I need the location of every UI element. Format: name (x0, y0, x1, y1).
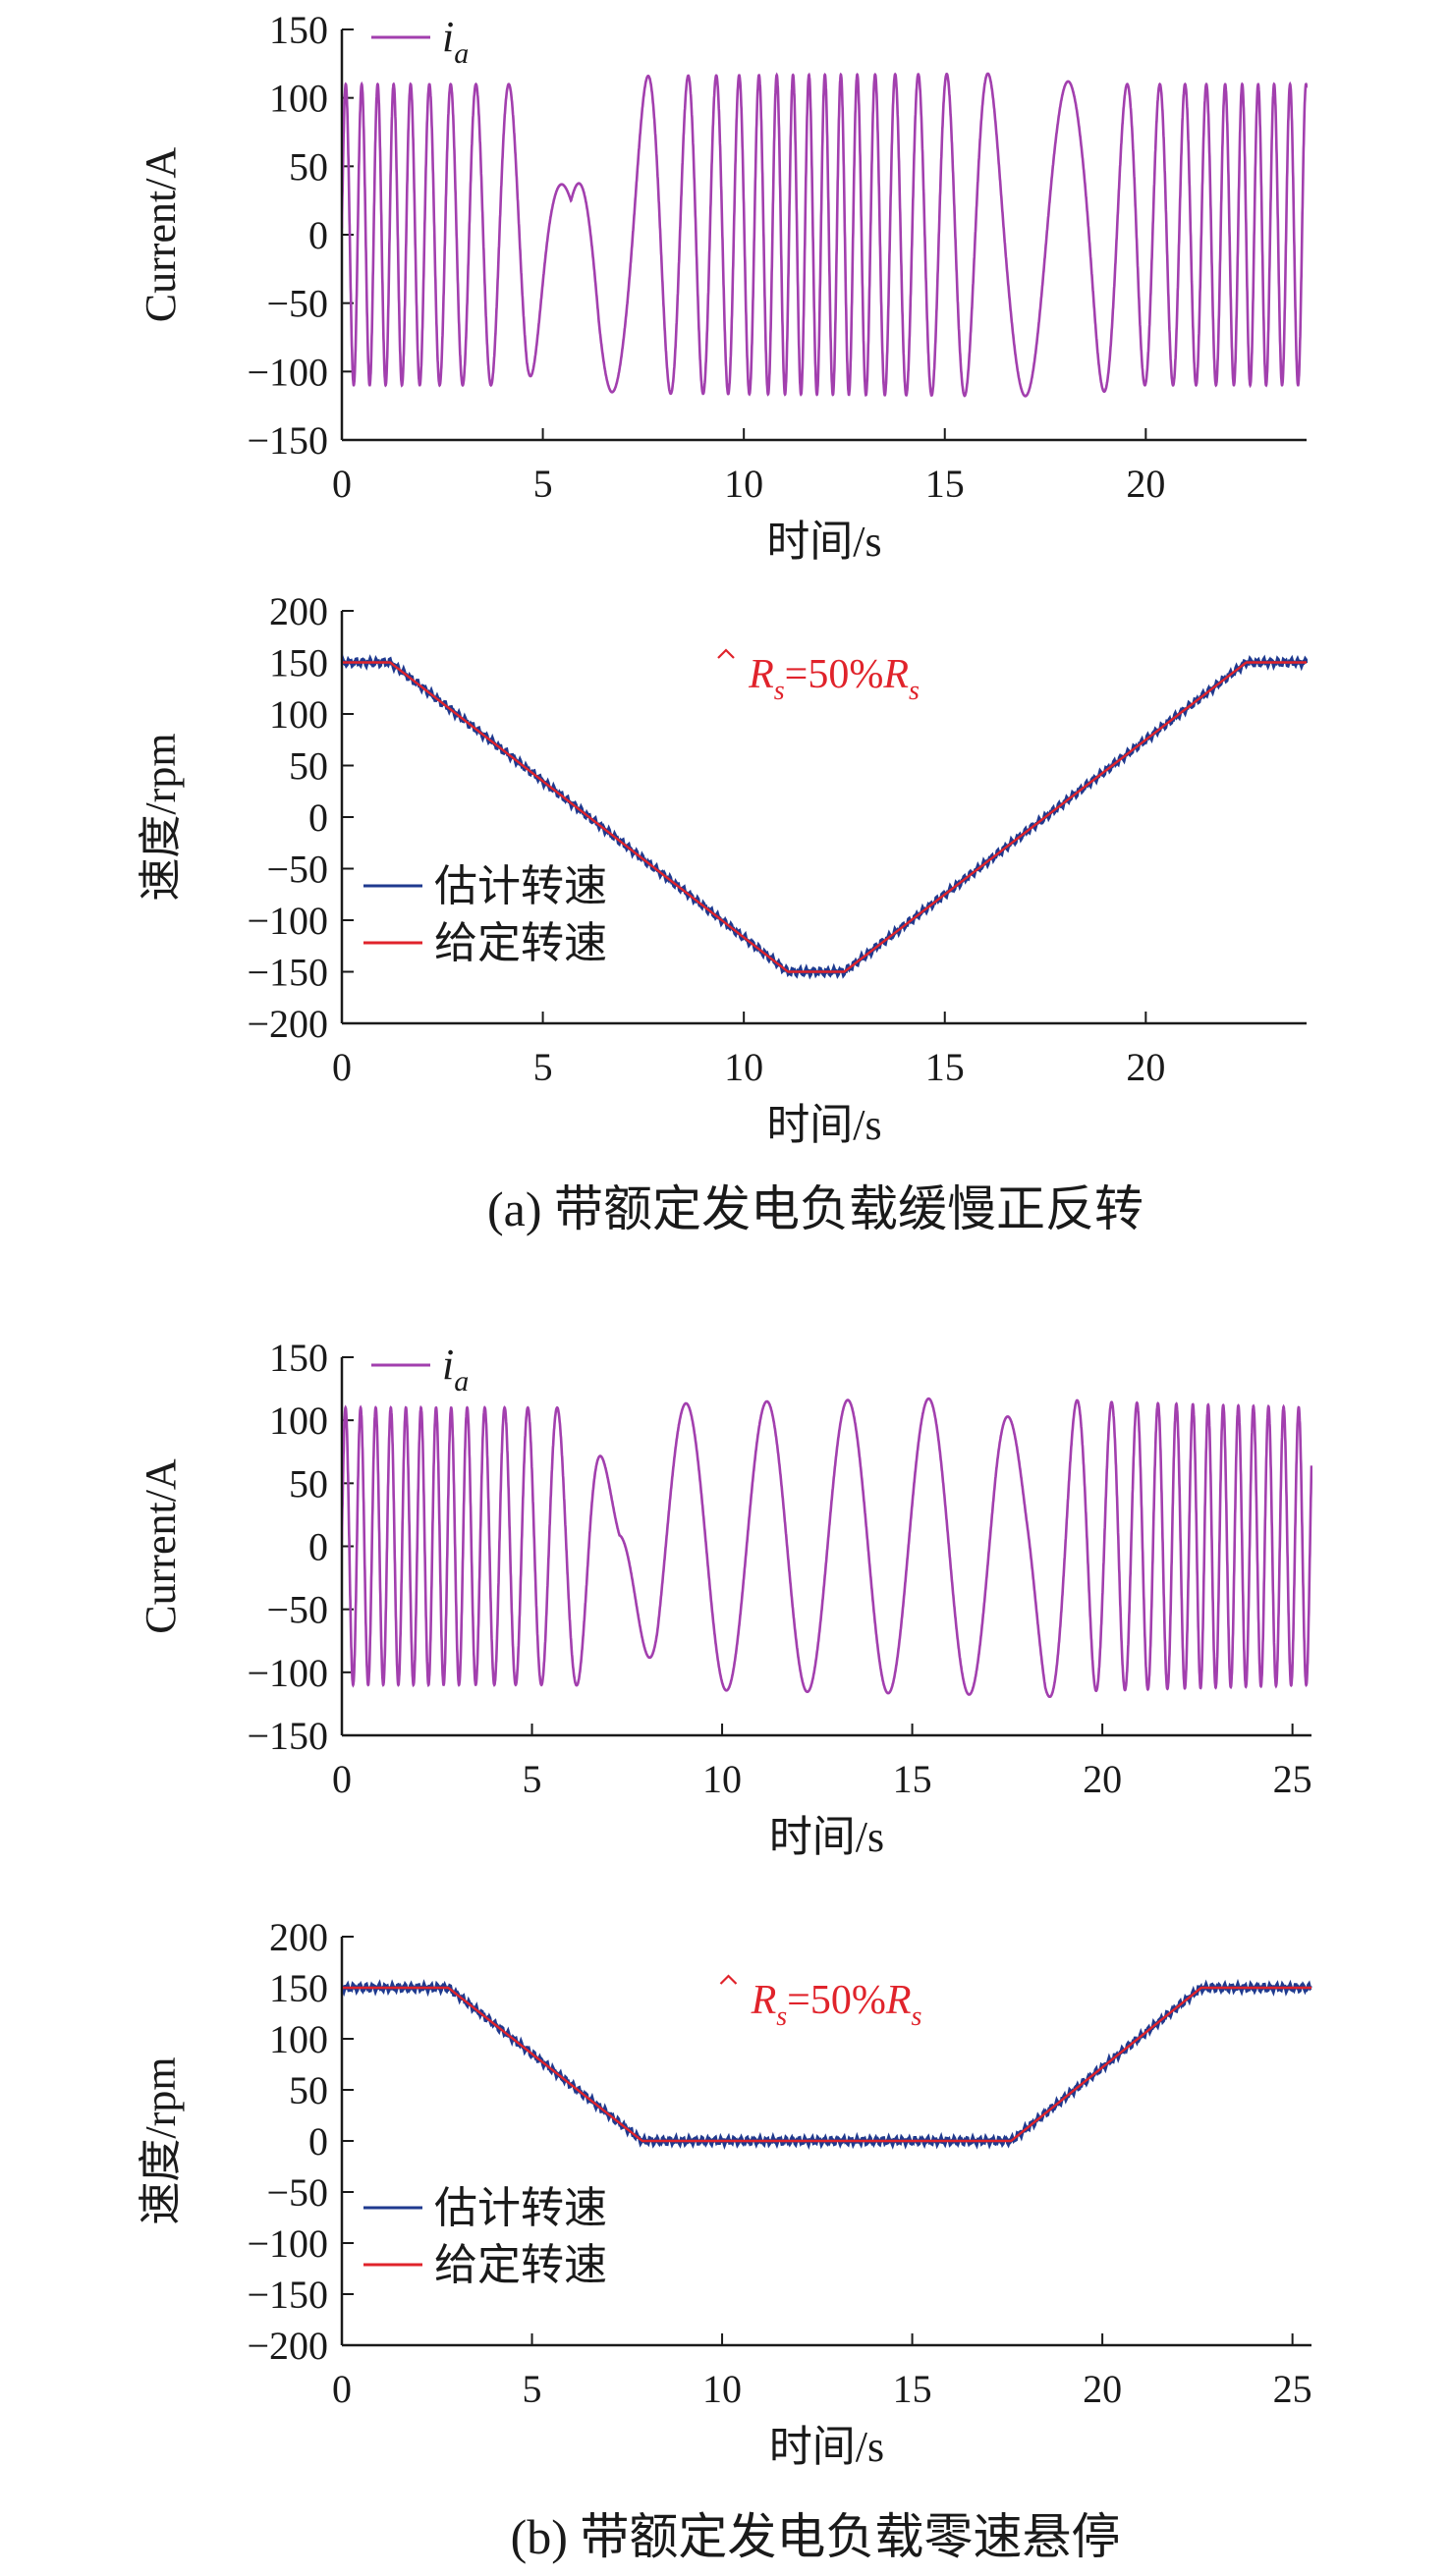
rs-equals: =50% (787, 1978, 886, 2023)
rs-annotation: Rs=50%Rs (748, 652, 920, 706)
y-tick-label: −100 (247, 899, 328, 943)
y-tick-label: −150 (247, 951, 328, 995)
y-tick-label: −150 (247, 2273, 328, 2317)
y-tick-label: −100 (247, 350, 328, 394)
x-tick-label: 20 (1126, 1045, 1165, 1089)
x-tick-label: 0 (332, 2367, 352, 2411)
x-tick-label: 20 (1083, 2367, 1122, 2411)
caption-a: (a) 带额定发电负载缓慢正反转 (487, 1181, 1143, 1236)
y-tick-label: 0 (308, 213, 328, 257)
panel-b-speed: −200 −150 −100 −50 0 50 100 150 200 0 5 10 15 20 25 时间/… (137, 1915, 1312, 2471)
x-axis-label: 时间/s (766, 518, 881, 566)
y-tick-label: −50 (266, 2170, 328, 2215)
rs-annotation: Rs=50%Rs (751, 1978, 922, 2032)
y-tick-label: −200 (247, 1002, 328, 1046)
y-tick-label: 150 (269, 8, 328, 52)
rs-symbol: R (885, 1978, 912, 2023)
x-tick-label: 5 (533, 1045, 553, 1089)
x-tick-label: 10 (702, 2367, 742, 2411)
x-tick-label: 5 (533, 462, 553, 506)
panel-b-current: −150 −100 −50 0 50 100 150 0 5 10 15 20 25 时间/s Curren… (137, 1336, 1312, 1861)
y-tick-label: −200 (247, 2324, 328, 2368)
y-tick-label: 200 (269, 589, 328, 633)
reference-speed-line (343, 661, 1307, 973)
y-tick-label: 0 (308, 2119, 328, 2164)
x-tick-label: 0 (332, 462, 352, 506)
caption-b: (b) 带额定发电负载零速悬停 (511, 2509, 1121, 2564)
y-tick-label: −50 (266, 282, 328, 326)
x-tick-label: 15 (925, 1045, 965, 1089)
y-tick-label: −150 (247, 1714, 328, 1758)
x-tick-label: 10 (724, 1045, 763, 1089)
x-tick-label: 15 (893, 2367, 932, 2411)
y-axis-label: 速度/rpm (137, 733, 185, 901)
y-tick-label: 50 (289, 1461, 328, 1506)
y-tick-label: 100 (269, 692, 328, 737)
x-tick-label: 15 (893, 1757, 932, 1801)
legend-label-ia-sub: a (454, 1365, 469, 1398)
y-tick-label: −150 (247, 418, 328, 463)
x-axis-label: 时间/s (766, 1101, 881, 1149)
rs-subscript: s (912, 2001, 922, 2032)
legend-label-ia-sub: a (454, 37, 469, 70)
estimated-speed-line (343, 654, 1308, 980)
reference-speed-line (343, 1986, 1311, 2143)
panel-a-speed: −200 −150 −100 −50 0 50 100 150 200 0 5 10 15 20 时间/s 速… (137, 589, 1308, 1149)
panel-a-current: −150 −100 −50 0 50 100 150 0 5 10 15 20 时间/s Current/… (137, 8, 1308, 566)
x-tick-label: 0 (332, 1045, 352, 1089)
x-tick-label: 20 (1083, 1757, 1122, 1801)
rs-hat-subscript: s (776, 2001, 787, 2032)
y-tick-label: 100 (269, 77, 328, 121)
rs-subscript: s (909, 676, 920, 706)
legend-label-ia: ia (442, 13, 469, 70)
y-tick-label: 50 (289, 744, 328, 789)
x-tick-label: 5 (523, 2367, 542, 2411)
hat-accent (719, 1974, 738, 1985)
current-series-line (343, 1397, 1312, 1698)
y-tick-label: 50 (289, 144, 328, 189)
legend-label-estimated: 估计转速 (434, 2184, 607, 2232)
hat-accent (717, 648, 735, 659)
y-tick-label: 150 (269, 1336, 328, 1380)
legend-label-reference: 给定转速 (434, 2241, 607, 2289)
rs-hat-subscript: s (774, 676, 785, 706)
current-series-line (343, 72, 1308, 398)
y-axis-label: 速度/rpm (137, 2056, 185, 2224)
y-tick-label: 150 (269, 1966, 328, 2010)
legend-label-ia: ia (442, 1341, 469, 1398)
x-tick-label: 10 (702, 1757, 742, 1801)
y-tick-label: 0 (308, 795, 328, 840)
rs-hat-symbol: R (748, 652, 774, 697)
legend-label-estimated: 估计转速 (434, 862, 607, 910)
x-tick-label: 25 (1273, 2367, 1312, 2411)
y-axis-label: Current/A (137, 147, 185, 323)
x-axis-label: 时间/s (769, 1813, 884, 1861)
y-tick-label: 0 (308, 1525, 328, 1569)
x-tick-label: 15 (925, 462, 965, 506)
y-tick-label: −100 (247, 2221, 328, 2266)
y-tick-label: 150 (269, 641, 328, 685)
x-tick-label: 10 (724, 462, 763, 506)
x-tick-label: 20 (1126, 462, 1165, 506)
y-tick-label: −50 (266, 848, 328, 892)
y-tick-label: −50 (266, 1588, 328, 1632)
x-tick-label: 0 (332, 1757, 352, 1801)
y-tick-label: 200 (269, 1915, 328, 1959)
rs-symbol: R (882, 652, 909, 697)
x-tick-label: 5 (523, 1757, 542, 1801)
y-axis-label: Current/A (137, 1458, 185, 1634)
y-tick-label: 100 (269, 1398, 328, 1443)
x-tick-label: 25 (1273, 1757, 1312, 1801)
x-axis-label: 时间/s (769, 2423, 884, 2471)
y-tick-label: −100 (247, 1651, 328, 1695)
y-tick-label: 50 (289, 2068, 328, 2112)
y-tick-label: 100 (269, 2017, 328, 2061)
rs-equals: =50% (785, 652, 884, 697)
legend-label-reference: 给定转速 (434, 919, 607, 967)
rs-hat-symbol: R (751, 1978, 777, 2023)
